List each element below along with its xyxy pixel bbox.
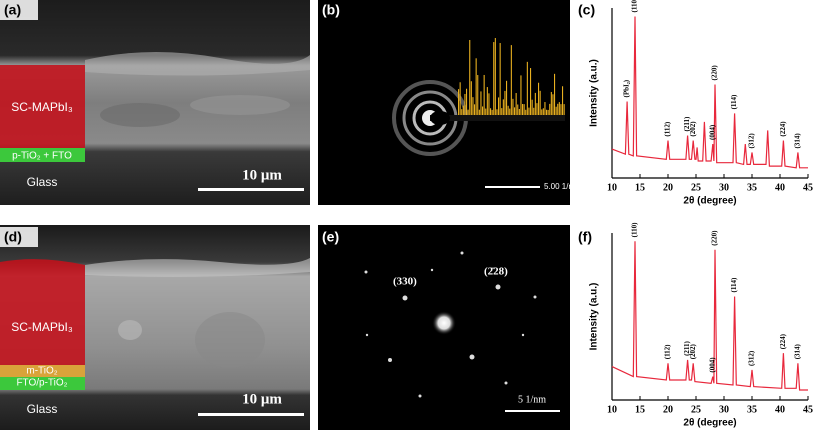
layer-label: Glass (27, 175, 58, 189)
beam-stop (430, 111, 450, 125)
spot-label: (2̄28) (484, 266, 508, 278)
x-tick-label: 15 (635, 182, 645, 193)
scale-bar (198, 413, 304, 416)
layer-fto (0, 377, 85, 390)
x-axis-label: 2θ (degree) (683, 418, 736, 429)
x-axis-label: 2θ (degree) (683, 196, 736, 207)
peak-label: (312) (748, 350, 756, 366)
x-tick-label: 45 (803, 404, 813, 415)
x-tick-label: 25 (691, 182, 701, 193)
peak-label: (202) (689, 343, 697, 359)
spectrum-line (611, 241, 808, 391)
peak-label: (110) (631, 222, 639, 237)
layer-mtio2 (0, 365, 85, 377)
layer-perovskite (0, 65, 85, 148)
beam-stop (430, 115, 565, 121)
peak-label: (211) (683, 116, 691, 131)
scale-label: 10 μm (242, 391, 282, 407)
peak-label: (314) (794, 343, 802, 359)
x-tick-label: 25 (691, 404, 701, 415)
x-tick-label: 30 (719, 182, 729, 193)
peak-label: (112) (664, 121, 672, 136)
texture (190, 95, 290, 115)
peak-label: (224) (779, 333, 787, 349)
peak-label: (004) (708, 357, 716, 373)
spots (364, 251, 537, 398)
panel-a: (a) SC-MAPbI₃ p-TiO₂ + FTO Glass 10 μm (0, 0, 310, 205)
layer-tio2 (0, 148, 85, 162)
texture (100, 103, 180, 127)
layer-label: Glass (27, 402, 58, 416)
peak-label: (314) (794, 133, 802, 149)
panel-label: (b) (322, 2, 340, 18)
texture (118, 320, 142, 340)
peak-label: (312) (748, 133, 756, 149)
peak-label: (220) (711, 65, 719, 81)
panel-label: (c) (578, 2, 595, 18)
scale-bar (198, 188, 304, 191)
x-tick-label: 35 (747, 182, 757, 193)
layer-label: FTO/p-TiO₂ (16, 378, 67, 389)
spectrum (458, 38, 565, 119)
scale-label: 10 μm (242, 167, 282, 183)
peak-label: (004) (708, 124, 716, 140)
panel-b: (b) 5.00 1/nm (318, 0, 580, 205)
x-tick-label: 40 (775, 182, 785, 193)
x-tick-label: 20 (663, 182, 673, 193)
peak-label: (220) (711, 230, 719, 246)
x-tick-label: 15 (635, 404, 645, 415)
x-tick-label: 20 (663, 404, 673, 415)
y-axis-label: Intensity (a.u.) (589, 59, 600, 127)
x-tick-label: 30 (719, 404, 729, 415)
peak-label: (110) (631, 0, 639, 13)
peak-label: (202) (689, 121, 697, 137)
layer-label: SC-MAPbI₃ (11, 320, 73, 334)
spot-label: (330) (393, 276, 417, 288)
spot (432, 311, 456, 335)
x-tick-label: 40 (775, 404, 785, 415)
peak-label: (PbI₂) (623, 79, 631, 97)
texture (195, 312, 265, 368)
scale-bar (505, 410, 560, 412)
x-tick-label: 10 (607, 404, 617, 415)
peak-label: (224) (779, 121, 787, 137)
y-axis-label: Intensity (a.u.) (589, 283, 600, 351)
scale-label: 5 1/nm (518, 394, 546, 405)
texture (85, 51, 310, 76)
panel-label: (d) (4, 229, 22, 245)
panel-d: (d) SC-MAPbI₃ m-TiO₂ FTO/p-TiO₂ Glass 10… (0, 225, 310, 430)
scale-label: 5.00 1/nm (544, 182, 580, 191)
panel-label: (e) (322, 229, 339, 245)
diffraction-image (318, 0, 570, 205)
panel-label: (a) (4, 2, 21, 18)
layer-perovskite (0, 259, 85, 365)
scale-bar (485, 186, 540, 188)
panel-label: (f) (578, 229, 592, 245)
spectrum-line (611, 16, 808, 169)
peak-label: (114) (730, 277, 738, 292)
layer-label: p-TiO₂ + FTO (12, 151, 72, 162)
label-bg (0, 227, 38, 247)
x-tick-label: 10 (607, 182, 617, 193)
layer-label: SC-MAPbI₃ (11, 100, 73, 114)
label-bg (0, 0, 38, 20)
peak-label: (211) (683, 340, 691, 355)
peak-label: (114) (730, 94, 738, 109)
panel-e: (e) (330) (2̄28) 5 1/nm (318, 225, 570, 430)
layer-label: m-TiO₂ (26, 366, 57, 377)
x-tick-label: 45 (803, 182, 813, 193)
x-tick-label: 35 (747, 404, 757, 415)
peak-label: (112) (664, 344, 672, 359)
texture (85, 258, 310, 277)
